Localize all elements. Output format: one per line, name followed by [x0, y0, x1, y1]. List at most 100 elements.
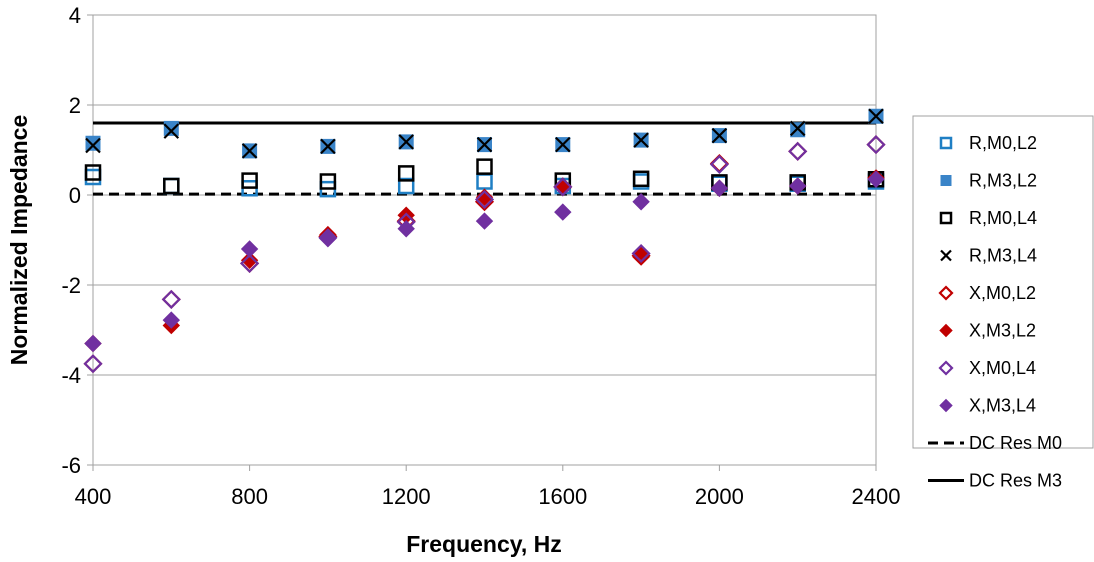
- x-tick-label: 400: [75, 484, 112, 509]
- data-point: [476, 158, 493, 175]
- legend-item: DC Res M0: [928, 433, 1062, 453]
- data-point: [161, 289, 181, 309]
- data-point: [319, 173, 337, 190]
- series-R,M3,L2: [85, 108, 884, 159]
- legend-swatch: [939, 323, 953, 338]
- x-tick-label: 2000: [695, 484, 744, 509]
- legend-label: DC Res M0: [969, 433, 1062, 453]
- data-point: [161, 289, 181, 309]
- data-point: [866, 135, 886, 155]
- data-point: [241, 143, 258, 159]
- data-point: [475, 188, 494, 206]
- x-tick-label: 2400: [852, 484, 901, 509]
- data-point: [789, 120, 806, 137]
- legend-item: R,M0,L4: [939, 208, 1037, 228]
- data-point: [553, 177, 573, 197]
- series-X,M3,L2: [84, 169, 885, 353]
- data-point: [631, 243, 651, 264]
- data-point: [163, 120, 179, 136]
- y-tick-label: 2: [69, 93, 81, 118]
- data-point: [84, 164, 102, 181]
- data-point: [555, 136, 571, 153]
- data-point: [85, 135, 101, 151]
- data-point: [397, 220, 415, 238]
- data-point: [788, 177, 807, 195]
- legend-swatch: [940, 175, 952, 186]
- legend-label: R,M3,L2: [969, 171, 1037, 191]
- legend-label: X,M3,L4: [969, 396, 1036, 416]
- data-point: [240, 240, 259, 258]
- x-axis-title: Frequency, Hz: [406, 531, 562, 557]
- legend-item: DC Res M3: [928, 471, 1062, 491]
- legend-item: R,M0,L2: [939, 133, 1037, 153]
- data-point: [319, 229, 337, 248]
- data-point: [240, 251, 259, 269]
- x-tick-label: 1200: [382, 484, 431, 509]
- legend-label: R,M0,L4: [969, 208, 1037, 228]
- data-point: [240, 253, 260, 273]
- legend-label: R,M0,L2: [969, 133, 1037, 153]
- data-point: [476, 136, 493, 153]
- y-tick-labels: -6 -4 -2 0 2 4: [61, 3, 81, 478]
- series-X,M3,L4: [84, 170, 885, 353]
- legend-item: X,M0,L2: [938, 283, 1036, 303]
- x-tick-labels: 400 800 1200 1600 2000 2400: [75, 484, 901, 509]
- data-point: [84, 334, 102, 353]
- data-points: [83, 108, 886, 374]
- data-point: [398, 134, 414, 150]
- legend-box: [912, 115, 1094, 449]
- y-tick-label: 0: [69, 183, 81, 208]
- y-tick-label: 4: [69, 3, 81, 28]
- legend-item: R,M3,L2: [940, 171, 1037, 191]
- legend-item: X,M3,L4: [939, 396, 1036, 416]
- data-point: [397, 177, 415, 195]
- data-point: [162, 311, 181, 329]
- data-point: [83, 354, 103, 374]
- data-point: [163, 177, 180, 195]
- legend-item: R,M3,L4: [940, 246, 1037, 266]
- data-point: [788, 141, 808, 161]
- legend-swatch: [938, 360, 954, 376]
- data-point: [867, 170, 885, 188]
- legend-item: X,M0,L4: [938, 358, 1036, 378]
- legend-label: X,M0,L2: [969, 283, 1036, 303]
- x-tick-label: 800: [231, 484, 268, 509]
- y-tick-label: -6: [61, 453, 81, 478]
- data-point: [476, 173, 493, 190]
- legend: R,M0,L2 R,M3,L2 R,M0,L4 R,M3,L4 X,M0,L2 X,M3,…: [912, 115, 1094, 491]
- data-point: [632, 193, 650, 211]
- y-tick-label: -2: [61, 273, 81, 298]
- data-point: [241, 172, 258, 189]
- x-tick-label: 1600: [538, 484, 587, 509]
- data-point: [632, 170, 650, 188]
- data-point: [788, 141, 808, 161]
- data-point: [475, 212, 494, 230]
- data-point: [85, 137, 101, 154]
- legend-swatch: [939, 211, 953, 225]
- legend-label: X,M3,L2: [969, 321, 1036, 341]
- data-point: [868, 108, 884, 125]
- data-point: [163, 123, 180, 139]
- y-tick-label: -4: [61, 363, 81, 388]
- legend-swatch: [940, 249, 952, 262]
- data-point: [320, 138, 336, 155]
- y-axis-title: Normalized Impedance: [6, 115, 32, 366]
- series-R,M3,L4: [85, 108, 884, 159]
- legend-swatch: [939, 398, 953, 413]
- data-point: [710, 179, 729, 197]
- legend-swatch: [939, 136, 953, 150]
- data-point: [554, 203, 572, 221]
- data-point: [711, 127, 728, 144]
- data-point: [633, 132, 649, 148]
- data-point: [474, 189, 495, 210]
- legend-label: R,M3,L4: [969, 246, 1037, 266]
- legend-swatch: [938, 285, 954, 301]
- legend-label: X,M0,L4: [969, 358, 1036, 378]
- legend-label: DC Res M3: [969, 471, 1062, 491]
- data-point: [709, 154, 729, 174]
- legend-item: X,M3,L2: [939, 321, 1036, 341]
- gridlines: [87, 14, 877, 471]
- plot-area-border: [92, 14, 877, 466]
- data-point: [397, 165, 415, 182]
